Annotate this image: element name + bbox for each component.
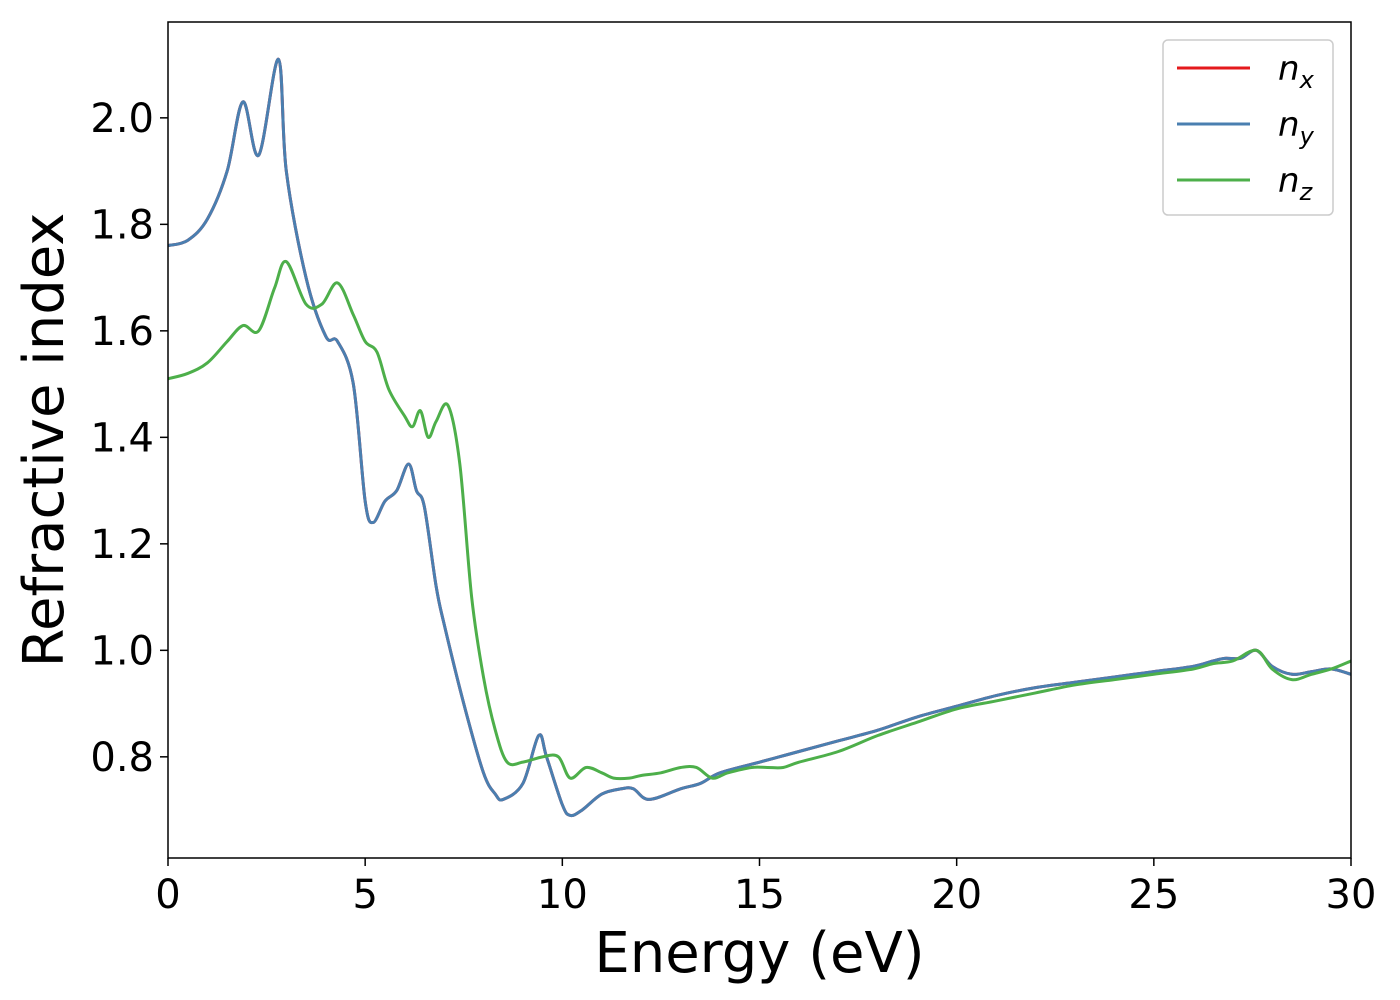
x-axis: 0 5 10 15 20 25 30 [155, 858, 1376, 918]
x-tick-label: 20 [931, 872, 982, 918]
series-layer [168, 57, 1351, 818]
x-tick-label: 10 [537, 872, 588, 918]
y-tick-label: 1.4 [90, 415, 154, 461]
y-tick-label: 1.0 [90, 628, 154, 674]
x-tick-label: 5 [352, 872, 377, 918]
y-axis: 0.8 1.0 1.2 1.4 1.6 1.8 2.0 [90, 96, 168, 781]
series-line-z [168, 260, 1351, 781]
x-tick-label: 25 [1128, 872, 1179, 918]
x-tick-label: 0 [155, 872, 180, 918]
legend-label-z: nz [1278, 161, 1314, 206]
legend: nx ny nz [1162, 39, 1334, 216]
x-tick-label: 30 [1326, 872, 1377, 918]
legend-label-y: ny [1278, 105, 1315, 150]
legend-label-x: nx [1278, 49, 1315, 94]
series-line-y [168, 57, 1351, 818]
x-tick-label: 15 [734, 872, 785, 918]
y-tick-label: 0.8 [90, 735, 154, 781]
y-tick-label: 1.2 [90, 522, 154, 568]
y-tick-label: 1.8 [90, 202, 154, 248]
y-axis-label: Refractive index [12, 213, 77, 668]
y-tick-label: 2.0 [90, 96, 154, 142]
x-axis-label: Energy (eV) [594, 921, 924, 986]
y-tick-label: 1.6 [90, 309, 154, 355]
legend-box [1162, 39, 1334, 216]
